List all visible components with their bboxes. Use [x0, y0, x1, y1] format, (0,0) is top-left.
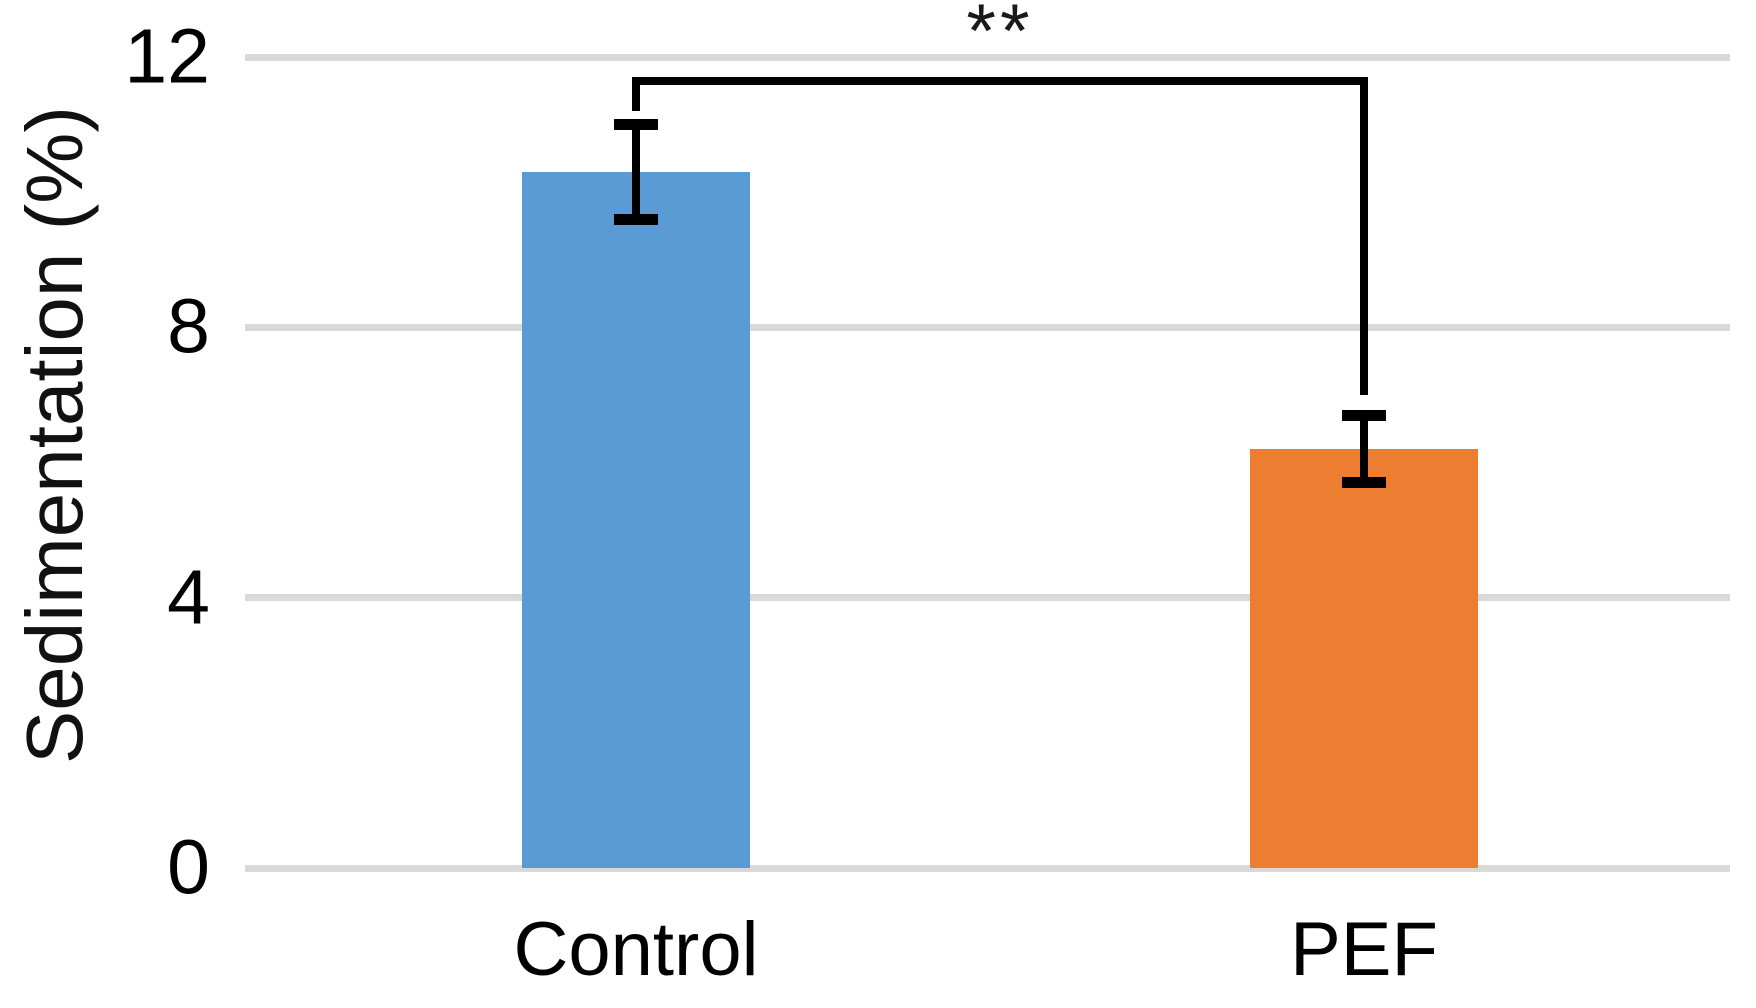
y-tick-label-0: 0 — [167, 824, 210, 911]
y-tick-label-12: 12 — [124, 13, 210, 100]
gridline-y4 — [245, 594, 1730, 602]
gridline-y8 — [245, 323, 1730, 331]
error-bar-control — [632, 124, 640, 220]
gridline-y0 — [245, 864, 1730, 872]
y-tick-label-8: 8 — [167, 283, 210, 370]
gridline-y12 — [245, 53, 1730, 61]
error-bar-pef — [1360, 415, 1368, 483]
x-category-label-control: Control — [513, 907, 759, 992]
bar-pef — [1250, 448, 1478, 868]
x-category-label-pef: PEF — [1290, 907, 1438, 992]
y-tick-label-4: 4 — [167, 554, 210, 641]
significance-bracket-horizontal — [632, 77, 1368, 86]
significance-bracket-right-drop — [1360, 77, 1368, 395]
bar-control — [522, 171, 750, 868]
error-bar-cap-bottom-control — [614, 213, 658, 225]
error-bar-cap-top-control — [614, 119, 658, 131]
y-axis-title: Sedimentation (%) — [10, 105, 99, 765]
significance-bracket-left-drop — [632, 77, 640, 112]
error-bar-cap-bottom-pef — [1342, 477, 1386, 489]
error-bar-cap-top-pef — [1342, 409, 1386, 421]
